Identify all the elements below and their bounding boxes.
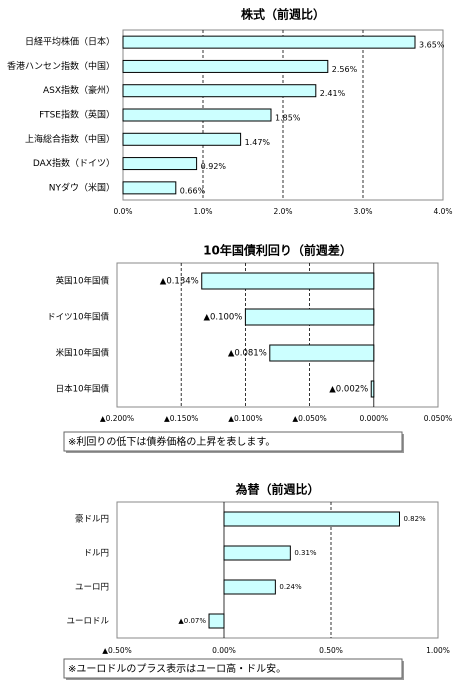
value-label: 2.56% bbox=[332, 65, 358, 74]
category-label: 米国10年国債 bbox=[56, 348, 110, 359]
category-label: 上海総合指数（中国） bbox=[25, 133, 115, 145]
x-tick-label: 3.0% bbox=[353, 207, 372, 216]
value-label: 3.65% bbox=[419, 41, 445, 50]
category-label: ドル円 bbox=[83, 549, 109, 559]
x-tick-label: 1.0% bbox=[193, 207, 212, 216]
chart-title: 10年国債利回り（前週差） bbox=[203, 243, 352, 258]
bar bbox=[122, 59, 329, 73]
value-label: 0.82% bbox=[403, 515, 426, 523]
bar bbox=[208, 613, 225, 629]
bar bbox=[223, 545, 291, 561]
value-label: ▲0.002% bbox=[329, 385, 368, 395]
x-tick-label: 0.050% bbox=[424, 414, 453, 423]
bar bbox=[223, 579, 276, 595]
value-label: ▲0.100% bbox=[203, 313, 242, 323]
x-tick-label: ▲0.200% bbox=[100, 414, 134, 423]
value-label: 0.31% bbox=[294, 549, 317, 557]
note-box bbox=[63, 431, 403, 452]
bar bbox=[122, 108, 272, 122]
bar bbox=[122, 132, 242, 146]
bar bbox=[269, 344, 375, 362]
category-label: FTSE指数（英国） bbox=[39, 109, 115, 121]
chart-title: 為替（前週比） bbox=[235, 482, 319, 497]
note: ※利回りの低下は債券価格の上昇を表します。 bbox=[68, 435, 275, 448]
x-tick-label: ▲0.050% bbox=[292, 414, 326, 423]
category-label: NYダウ（米国） bbox=[49, 181, 115, 193]
category-label: ASX指数（豪州） bbox=[43, 84, 115, 96]
chart-title: 株式（前週比） bbox=[241, 7, 325, 22]
bar bbox=[122, 181, 177, 195]
x-tick-label: 2.0% bbox=[273, 207, 292, 216]
category-label: ユーロドル bbox=[66, 617, 109, 627]
x-tick-label: 1.00% bbox=[426, 646, 450, 655]
category-label: 香港ハンセン指数（中国） bbox=[7, 60, 115, 72]
value-label: 0.66% bbox=[180, 186, 206, 195]
note: ※ユーロドルのプラス表示はユーロ高・ドル安。 bbox=[68, 662, 286, 675]
category-label: DAX指数（ドイツ） bbox=[33, 157, 115, 169]
x-tick-label: 0.50% bbox=[319, 646, 343, 655]
category-label: 日経平均株価（日本） bbox=[25, 36, 115, 48]
category-label: 英国10年国債 bbox=[56, 276, 110, 287]
note-box bbox=[63, 658, 403, 679]
value-label: 1.85% bbox=[275, 114, 301, 123]
x-tick-label: ▲0.150% bbox=[164, 414, 198, 423]
value-label: 0.92% bbox=[201, 162, 227, 171]
category-label: ドイツ10年国債 bbox=[47, 312, 109, 323]
bar bbox=[201, 272, 375, 290]
x-tick-label: ▲0.50% bbox=[102, 646, 132, 655]
bar bbox=[122, 157, 198, 171]
value-label: ▲0.07% bbox=[178, 617, 206, 625]
x-tick-label: ▲0.100% bbox=[228, 414, 262, 423]
value-label: 1.47% bbox=[245, 138, 271, 147]
value-label: 0.24% bbox=[279, 583, 302, 591]
x-tick-label: 0.00% bbox=[212, 646, 236, 655]
value-label: 2.41% bbox=[320, 89, 346, 98]
bar bbox=[223, 511, 400, 527]
bar bbox=[122, 35, 416, 49]
x-tick-label: 0.0% bbox=[113, 207, 132, 216]
value-label: ▲0.081% bbox=[228, 349, 267, 359]
category-label: 日本10年国債 bbox=[56, 384, 110, 395]
bar bbox=[244, 308, 375, 326]
bar bbox=[122, 84, 317, 98]
category-label: ユーロ円 bbox=[75, 583, 109, 593]
value-label: ▲0.134% bbox=[160, 277, 199, 287]
x-tick-label: 4.0% bbox=[433, 207, 452, 216]
bar bbox=[370, 380, 375, 398]
category-label: 豪ドル円 bbox=[75, 514, 109, 525]
x-tick-label: 0.000% bbox=[359, 414, 388, 423]
